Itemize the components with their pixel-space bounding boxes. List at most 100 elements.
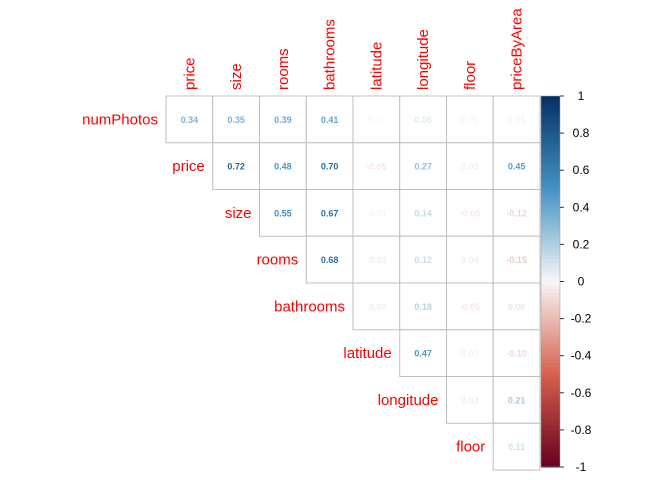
colorbar-segment (541, 389, 560, 394)
colorbar-segment (541, 351, 560, 357)
colorbar-tick-label: -0.8 (571, 423, 592, 437)
cell-value-label: 0.14 (414, 208, 432, 218)
column-label: longitude (415, 29, 432, 90)
cell-value-label: 0.68 (321, 255, 339, 265)
cell-value-label: 0.39 (274, 115, 292, 125)
colorbar-segment (541, 207, 560, 212)
colorbar-segment (541, 359, 560, 364)
row-label: bathrooms (274, 298, 345, 315)
colorbar-segment (541, 411, 560, 416)
colorbar-segment (541, 214, 560, 220)
colorbar-segment (541, 159, 560, 164)
cell-value-label: 0.04 (461, 255, 479, 265)
colorbar-segment (541, 285, 560, 290)
colorbar-segment (541, 177, 560, 182)
colorbar-segment (541, 392, 560, 398)
colorbar-segment (541, 262, 560, 268)
colorbar-segment (541, 259, 560, 264)
colorbar-segment (541, 266, 560, 271)
colorbar-segment (541, 340, 560, 346)
colorbar-segment (541, 377, 560, 383)
colorbar-segment (541, 452, 560, 457)
colorbar-segment (541, 203, 560, 208)
cell-value-label: 0.02 (461, 349, 479, 359)
row-label: rooms (257, 252, 299, 269)
colorbar-tick-label: -0.6 (571, 386, 592, 400)
colorbar-tick-label: 0.6 (573, 163, 590, 177)
colorbar-segment (541, 147, 560, 153)
colorbar-segment (541, 270, 560, 275)
colorbar-segment (541, 162, 560, 168)
colorbar-segment (541, 426, 560, 431)
cell-value-label: 0.34 (181, 115, 199, 125)
cell-value-label: 0.12 (414, 255, 432, 265)
colorbar-segment (541, 311, 560, 316)
colorbar-tick-label: 0.2 (573, 237, 590, 251)
cell-value-label: -0.03 (366, 302, 387, 312)
colorbar-segment (541, 459, 560, 464)
colorbar-segment (541, 348, 560, 353)
colorbar-segment (541, 374, 560, 379)
colorbar-segment (541, 303, 560, 309)
cell-value-label: 0.35 (227, 115, 245, 125)
colorbar-segment (541, 118, 560, 123)
colorbar-segment (541, 314, 560, 320)
colorbar-segment (541, 366, 560, 372)
colorbar-segment (541, 396, 560, 401)
cell-value-label: -0.10 (506, 349, 527, 359)
colorbar-segment (541, 240, 560, 245)
colorbar-segment (541, 236, 560, 242)
row-label: latitude (343, 345, 391, 362)
cell-value-label: -0.05 (460, 208, 481, 218)
matrix-cell (492, 95, 541, 144)
cell-value-label: 0.11 (508, 442, 525, 452)
colorbar-segment (541, 125, 560, 130)
colorbar-segment (541, 433, 560, 438)
matrix-cell (352, 282, 401, 331)
matrix-cell (399, 282, 447, 331)
colorbar-segment (541, 292, 560, 297)
colorbar-segment (541, 274, 560, 279)
matrix-cells (165, 95, 541, 471)
cell-value-label: 0.01 (461, 115, 479, 125)
colorbar-tick-label: 0.8 (573, 126, 590, 140)
cell-value-label: -0.01 (366, 208, 387, 218)
column-label: priceByArea (509, 8, 526, 90)
matrix-cell (492, 189, 541, 237)
cell-value-label: 0.48 (274, 162, 292, 172)
cell-value-label: 0.70 (321, 162, 339, 172)
colorbar-segment (541, 110, 560, 116)
colorbar-segment (541, 400, 560, 405)
cell-values: 0.34 0.35 0.39 0.41 0.00 0.06 0.01 0.01 0.72 0.48… (181, 115, 527, 452)
colorbar-segment (541, 133, 560, 138)
column-labels: price size rooms bathrooms latitude longitude… (181, 8, 525, 90)
colorbar-segment (541, 136, 560, 142)
colorbar-segment (541, 370, 560, 375)
matrix-cell (305, 235, 354, 284)
matrix-cell (446, 282, 494, 331)
column-label: price (181, 57, 198, 90)
matrix-cell (352, 142, 401, 190)
colorbar-tick-label: -1 (576, 460, 587, 474)
matrix-cell (165, 95, 214, 144)
cell-value-label: 0.41 (321, 115, 339, 125)
matrix-cell (399, 95, 447, 144)
colorbar-segment (541, 344, 560, 349)
colorbar-segment (541, 211, 560, 216)
matrix-cell (399, 189, 447, 237)
colorbar-segment (541, 418, 560, 424)
colorbar-segment (541, 222, 560, 227)
colorbar-segment (541, 333, 560, 338)
colorbar-segment (541, 322, 560, 327)
matrix-cell (446, 189, 494, 237)
cell-value-label: 0.45 (508, 162, 526, 172)
colorbar-tick-label: 0.4 (573, 200, 590, 214)
colorbar-segment (541, 337, 560, 342)
colorbar-segment (541, 403, 560, 409)
colorbar-segment (541, 233, 560, 238)
colorbar-segment (541, 448, 560, 453)
matrix-cell (492, 235, 541, 284)
matrix-cell (259, 95, 307, 144)
cell-value-label: -0.05 (366, 162, 387, 172)
colorbar-segment (541, 196, 560, 201)
